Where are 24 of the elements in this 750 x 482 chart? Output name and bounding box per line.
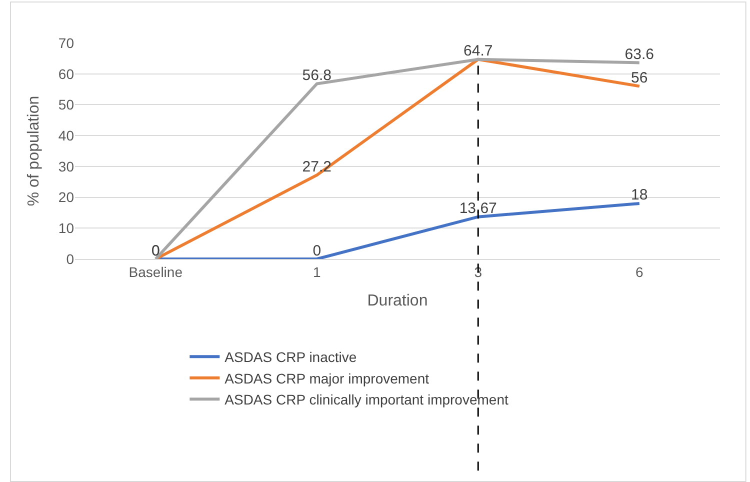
x-axis-title: Duration — [367, 292, 428, 310]
data-label: 0 — [312, 242, 322, 260]
x-tick-label: 1 — [312, 264, 321, 280]
y-tick-label: 50 — [58, 96, 74, 113]
data-label: 63.6 — [624, 46, 654, 63]
y-tick-label: 30 — [58, 158, 74, 174]
y-axis-title: % of population — [25, 96, 42, 206]
data-label: 18 — [631, 186, 648, 204]
y-tick-label: 20 — [58, 189, 74, 206]
y-tick-label: 10 — [58, 220, 74, 236]
y-tick-label: 70 — [58, 34, 74, 51]
data-label: 56 — [631, 69, 648, 86]
legend-label: ASDAS CRP major improvement — [224, 370, 430, 386]
y-tick-label: 60 — [58, 66, 74, 82]
x-tick-label: 6 — [635, 264, 644, 280]
legend-label: ASDAS CRP inactive — [224, 349, 357, 366]
y-tick-label: 40 — [58, 127, 74, 144]
data-label: 13.67 — [459, 200, 497, 218]
data-label: 0 — [151, 242, 160, 260]
data-label: 56.8 — [302, 66, 332, 84]
data-label: 64.7 — [464, 42, 493, 60]
x-tick-label: Baseline — [128, 264, 183, 280]
y-tick-label: 0 — [66, 250, 74, 267]
legend-label: ASDAS CRP clinically important improvement — [224, 392, 508, 408]
